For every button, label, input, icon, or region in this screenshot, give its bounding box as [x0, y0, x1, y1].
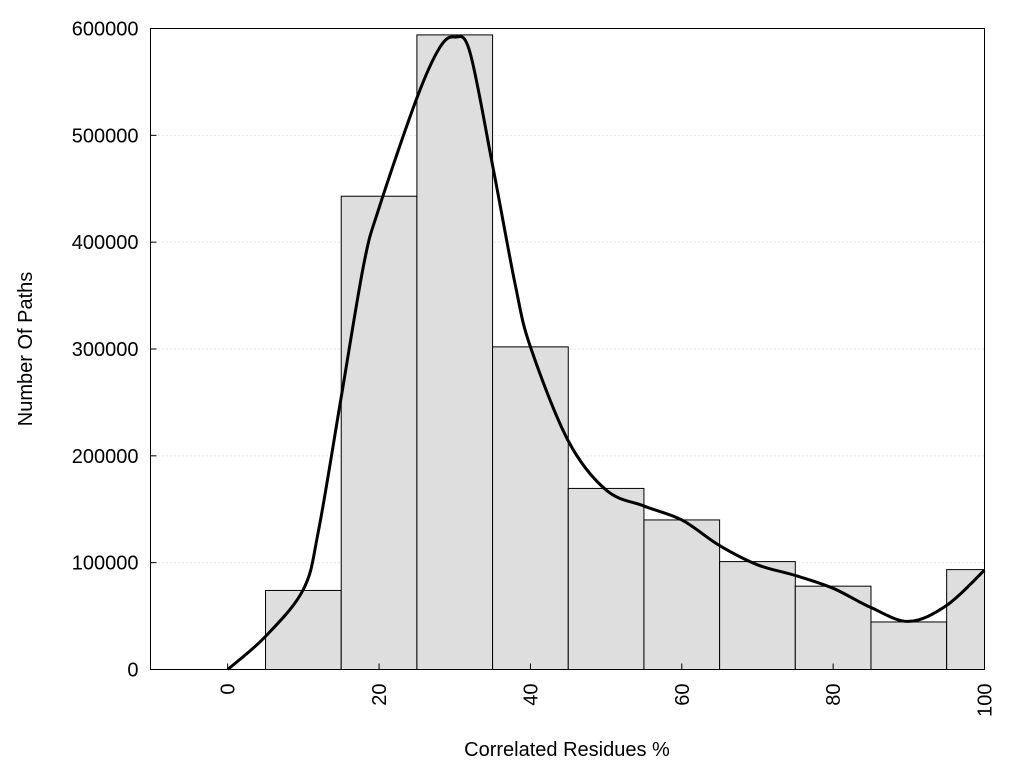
x-tick-label: 20: [369, 684, 391, 706]
x-tick-label: 40: [520, 684, 542, 706]
y-tick-label: 500000: [72, 125, 139, 147]
histogram-bar: [492, 346, 569, 670]
y-tick-label: 0: [127, 660, 138, 682]
x-axis-label: Correlated Residues %: [464, 739, 670, 761]
x-tick-label: 100: [975, 684, 997, 717]
density-curve: [226, 34, 986, 671]
histogram-bar: [946, 569, 986, 671]
bars: [265, 34, 986, 671]
y-tick-label: 200000: [72, 446, 139, 468]
histogram-bar: [567, 487, 645, 671]
histogram-bar: [265, 589, 342, 671]
y-tick-label: 400000: [72, 232, 139, 254]
y-tick-label: 300000: [72, 339, 139, 361]
x-tick-label: 0: [218, 684, 240, 695]
x-tick-label: 80: [823, 684, 845, 706]
histogram-bar: [340, 195, 418, 670]
y-axis-label: Number Of Paths: [15, 272, 37, 427]
histogram-bar: [416, 34, 494, 671]
y-tick-label: 600000: [72, 19, 139, 41]
y-axis-ticks: 0 100000 200000 300000 400000 500000 600000: [72, 19, 157, 682]
histogram-bar: [870, 621, 948, 670]
x-tick-label: 60: [672, 684, 694, 706]
histogram-bar: [794, 585, 872, 670]
x-axis-ticks: 0 20 40 60 80 100: [218, 663, 997, 717]
y-tick-label: 100000: [72, 553, 139, 575]
histogram-bar: [719, 561, 796, 670]
histogram-bar: [643, 519, 721, 671]
